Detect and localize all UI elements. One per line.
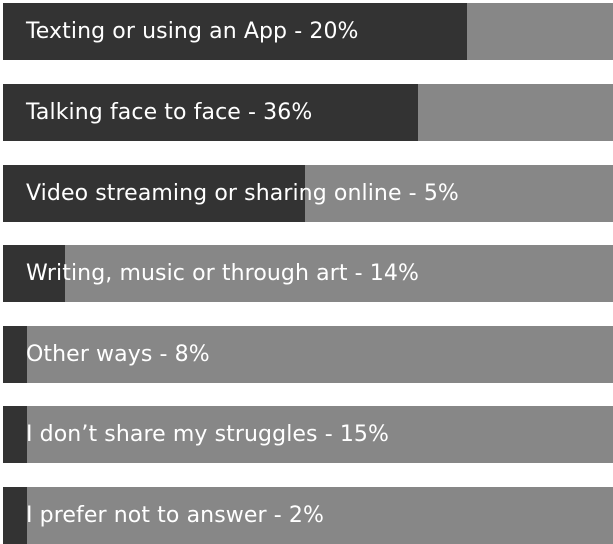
bar-row: I don’t share my struggles - 15% [3,406,613,463]
bar-row: Talking face to face - 36% [3,84,613,141]
bar-row: Video streaming or sharing online - 5% [3,165,613,222]
bar-label: Video streaming or sharing online - 5% [26,181,459,206]
bar-fill [3,165,305,222]
bar-fill [3,84,418,141]
bar-fill [3,245,65,302]
bar-label: Texting or using an App - 20% [26,19,359,44]
bar-fill [3,406,27,463]
bar-fill [3,3,467,60]
bar-track [3,245,613,302]
bar-row: Texting or using an App - 20% [3,3,613,60]
bar-row: Writing, music or through art - 14% [3,245,613,302]
bar-label: I don’t share my struggles - 15% [26,422,390,447]
bar-fill [3,326,27,383]
bar-label: Talking face to face - 36% [26,100,313,125]
bar-label: Other ways - 8% [26,342,210,367]
bar-label: Writing, music or through art - 14% [26,261,420,286]
bar-row: I prefer not to answer - 2% [3,487,613,544]
bar-label: I prefer not to answer - 2% [26,503,324,528]
bar-row: Other ways - 8% [3,326,613,383]
bar-track [3,326,613,383]
bar-track [3,406,613,463]
bar-fill [3,487,27,544]
bar-track [3,487,613,544]
